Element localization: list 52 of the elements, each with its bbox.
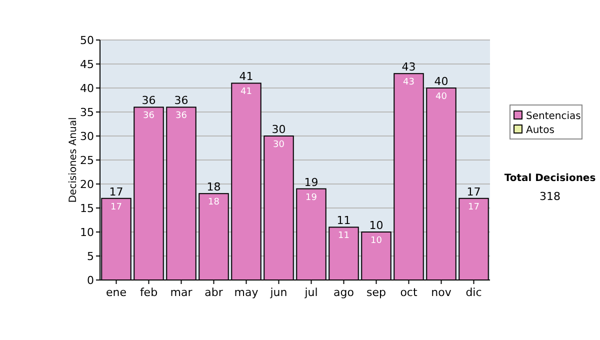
x-tick-label: ago <box>334 286 354 299</box>
data-label: 30 <box>273 140 285 150</box>
x-tick-label: ene <box>106 286 127 299</box>
annotation: 17 <box>466 185 481 198</box>
annotation: 30 <box>272 123 286 136</box>
data-label: 10 <box>370 236 382 246</box>
text: Total Decisiones <box>504 173 596 184</box>
data-label: 17 <box>468 202 480 212</box>
y-tick-label: 20 <box>80 178 94 191</box>
annotation: 36 <box>174 94 188 108</box>
x-tick-label: mar <box>170 286 193 299</box>
annotation: 40 <box>434 75 448 88</box>
legend-label: Sentencias <box>526 111 581 122</box>
data-label: 17 <box>110 202 122 212</box>
data-label: 43 <box>403 78 414 88</box>
x-tick-label: nov <box>431 286 452 299</box>
data-label: 11 <box>338 231 350 242</box>
y-tick-label: 5 <box>87 250 94 263</box>
x-tick-label: jun <box>269 286 288 299</box>
annotation: 10 <box>369 219 384 232</box>
data-label: 41 <box>240 87 252 98</box>
text: 318 <box>540 190 560 203</box>
y-tick-label: 15 <box>80 202 94 215</box>
x-tick-label: feb <box>140 286 158 299</box>
x-tick-label: dic <box>466 286 482 299</box>
y-tick-label: 10 <box>80 226 94 239</box>
annotation: 41 <box>239 70 254 84</box>
x-tick-label: oct <box>400 286 418 299</box>
x-tick-label: may <box>234 286 259 299</box>
y-axis-title: Decisiones Anual <box>68 117 79 203</box>
data-label: 36 <box>143 111 155 122</box>
y-tick-label: 25 <box>80 154 94 167</box>
annotation: 18 <box>206 180 221 194</box>
y-tick-label: 40 <box>80 82 94 95</box>
annotation: 11 <box>336 214 351 228</box>
y-tick-label: 0 <box>87 274 94 287</box>
x-tick-label: abr <box>204 286 224 299</box>
y-tick-label: 35 <box>80 106 94 119</box>
x-tick-label: jul <box>304 286 318 299</box>
data-label: 36 <box>176 111 188 122</box>
y-tick-label: 30 <box>80 130 94 143</box>
data-label: 18 <box>208 198 220 208</box>
data-label: 40 <box>436 92 448 102</box>
y-tick-label: 50 <box>80 34 94 47</box>
annotation: 43 <box>402 60 416 74</box>
annotation: 17 <box>109 185 124 198</box>
annotation: 19 <box>304 176 318 189</box>
legend-label: Autos <box>526 125 554 136</box>
data-label: 19 <box>306 192 318 203</box>
annotation: 36 <box>142 94 156 108</box>
y-tick-label: 45 <box>80 58 94 71</box>
x-tick-label: sep <box>366 286 386 299</box>
